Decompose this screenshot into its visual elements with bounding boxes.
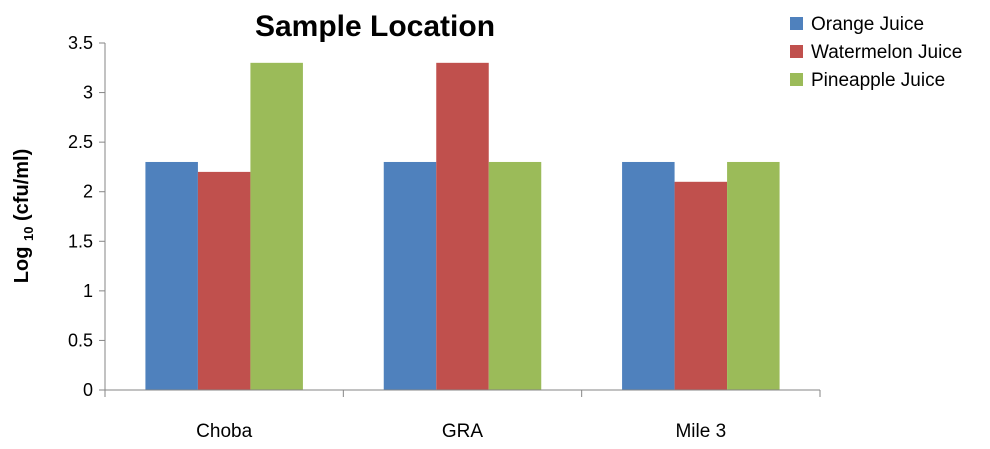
x-category-label: Mile 3	[675, 421, 726, 442]
y-axis-label-subscript: 10	[21, 227, 36, 241]
y-tick-label: 1	[83, 281, 93, 301]
axes-group: 0 0.5 1 1.5 2 2.5 3 3.5 Choba GRA Mile 3	[68, 33, 821, 442]
y-tick-label: 1.5	[68, 231, 93, 251]
bar-choba-watermelon-juice	[197, 171, 251, 390]
bar-gra-watermelon-juice	[436, 62, 489, 390]
bar-choba-pineapple-juice	[250, 62, 303, 390]
bar-mile-3-watermelon-juice	[674, 181, 728, 390]
legend: Orange Juice Watermelon Juice Pineapple Ju…	[790, 14, 962, 91]
bar-choba-orange-juice	[145, 161, 198, 390]
legend-swatch-orange-juice	[790, 17, 803, 30]
x-category-label: Choba	[196, 421, 252, 442]
bar-mile-3-pineapple-juice	[727, 161, 780, 390]
y-axis-label: Log 10 (cfu/ml)	[11, 149, 36, 283]
bars-group	[145, 62, 780, 390]
y-tick-label: 3	[83, 83, 93, 103]
y-axis-label-prefix: Log	[11, 241, 33, 283]
bar-mile-3-orange-juice	[622, 161, 675, 390]
y-tick-label: 2.5	[68, 132, 93, 152]
legend-label: Pineapple Juice	[811, 70, 945, 91]
chart-title: Sample Location	[255, 10, 495, 43]
y-tick-label: 0	[83, 380, 93, 400]
y-tick-label: 3.5	[68, 33, 93, 53]
bar-gra-pineapple-juice	[488, 161, 542, 390]
legend-label: Watermelon Juice	[811, 42, 962, 63]
x-category-label: GRA	[442, 421, 484, 442]
y-tick-label: 0.5	[68, 330, 93, 350]
legend-swatch-pineapple-juice	[790, 73, 803, 86]
y-axis-label-suffix: (cfu/ml)	[11, 149, 33, 227]
legend-label: Orange Juice	[811, 14, 924, 35]
bar-gra-orange-juice	[383, 161, 437, 390]
legend-swatch-watermelon-juice	[790, 45, 803, 58]
y-tick-label: 2	[83, 182, 93, 202]
